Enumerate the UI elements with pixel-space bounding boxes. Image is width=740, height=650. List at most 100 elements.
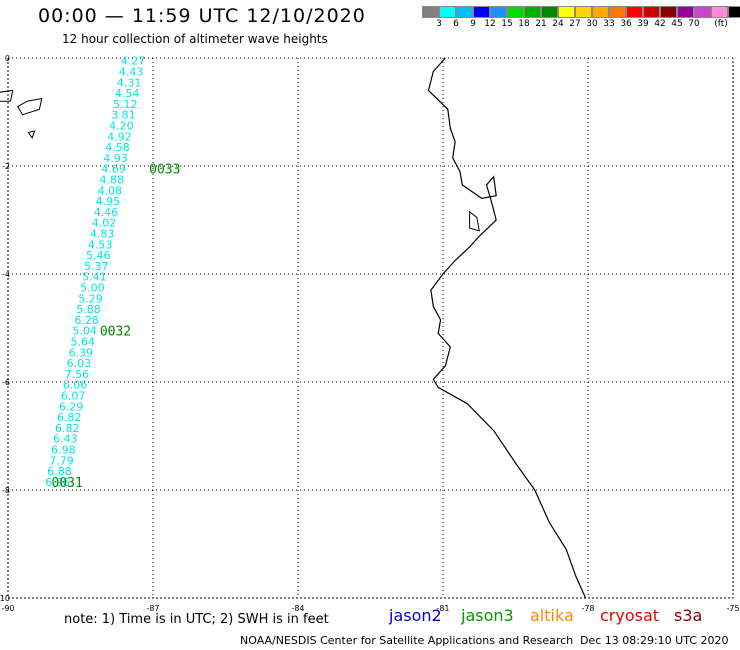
legend-swatch — [507, 6, 524, 18]
wave-height-reading: 4.95 — [96, 195, 121, 208]
latitude-tick-label: 0 — [5, 54, 10, 63]
legend-labels: 3 6 9 12 15 18 21 24 27 30 33 36 39 42 45 70 (ft) — [422, 18, 740, 32]
satellite-name-altika: altika — [530, 606, 574, 625]
wave-height-reading: 4.93 — [103, 152, 128, 165]
wave-height-reading: 4.27 — [121, 55, 146, 68]
legend-swatch — [660, 6, 677, 18]
legend-label: 42 — [654, 19, 666, 29]
map-title: 00:00 — 11:59 UTC 12/10/2020 — [38, 5, 366, 27]
wave-height-reading: 6.82 — [57, 411, 82, 424]
wave-height-reading: 4.08 — [98, 184, 123, 197]
longitude-tick-label: -87 — [146, 604, 159, 613]
island-outline — [469, 210, 480, 232]
legend-swatch — [541, 6, 558, 18]
longitude-tick-label: -78 — [581, 604, 594, 613]
legend-label: 24 — [552, 19, 564, 29]
wave-height-reading: 4.54 — [115, 87, 140, 100]
wave-height-reading: 5.29 — [78, 292, 103, 305]
legend-label: 12 — [484, 19, 496, 29]
legend-swatch — [728, 6, 740, 18]
wave-height-reading: 6.96 — [45, 476, 70, 489]
legend-swatch — [575, 6, 592, 18]
wave-height-reading: 6.88 — [47, 465, 72, 478]
wave-height-reading: 7.56 — [65, 368, 90, 381]
satellite-name-cryosat: cryosat — [600, 606, 660, 625]
satellite-name-jason3: jason3 — [461, 606, 514, 625]
longitude-tick-label: -90 — [1, 604, 14, 613]
coastline-mainland — [427, 57, 587, 599]
latitude-tick-label: -4 — [2, 270, 10, 279]
legend-label: 27 — [569, 19, 581, 29]
legend-swatches — [422, 6, 740, 18]
wave-height-reading: 4.20 — [109, 120, 134, 133]
legend-swatch — [643, 6, 660, 18]
wave-height-reading: 5.41 — [82, 271, 107, 284]
longitude-tick-label: -84 — [291, 604, 304, 613]
latitude-tick-label: -6 — [2, 378, 10, 387]
latitude-tick-label: -10 — [0, 594, 10, 603]
wave-height-reading: 4.46 — [94, 206, 119, 219]
generation-date: Dec 13 08:29:10 UTC 2020 — [580, 634, 729, 647]
altimeter-track: 4.274.434.314.545.123.814.204.924.584.93… — [45, 55, 180, 491]
wave-height-reading: 7.79 — [49, 454, 74, 467]
legend-swatch — [609, 6, 626, 18]
satellite-name-s3a: s3a — [674, 606, 703, 625]
legend-swatch — [711, 6, 728, 18]
coastline — [0, 57, 587, 599]
legend-swatch — [677, 6, 694, 18]
wave-height-reading: 4.69 — [101, 163, 126, 176]
footer-note: note: 1) Time is in UTC; 2) SWH is in fe… — [64, 612, 329, 627]
latitude-tick-label: -2 — [2, 162, 10, 171]
legend-label: 33 — [603, 19, 615, 29]
latitude-tick-label: -8 — [2, 486, 10, 495]
island-outline — [27, 130, 36, 139]
wave-height-reading: 6.43 — [53, 433, 78, 446]
legend-label: 45 — [671, 19, 683, 29]
wave-height-reading: 6.06 — [63, 379, 88, 392]
legend-swatch — [524, 6, 541, 18]
wave-height-reading: 4.43 — [119, 66, 144, 79]
legend-label: 18 — [518, 19, 530, 29]
wave-height-reading: 6.07 — [61, 390, 86, 403]
color-legend: 3 6 9 12 15 18 21 24 27 30 33 36 39 42 45 70 (ft) — [422, 6, 740, 32]
satellite-name-jason2: jason2 — [389, 606, 442, 625]
credit-text: NOAA/NESDIS Center for Satellite Applica… — [240, 634, 574, 647]
legend-label: 3 — [436, 19, 442, 29]
wave-height-reading: 3.81 — [111, 109, 136, 122]
wave-height-reading: 5.46 — [86, 249, 111, 262]
legend-swatch — [456, 6, 473, 18]
legend-label: 39 — [637, 19, 649, 29]
island-outline — [17, 97, 43, 116]
legend-label: 70 — [688, 19, 700, 29]
legend-label: 6 — [453, 19, 459, 29]
island-outline — [0, 89, 14, 102]
legend-swatch — [592, 6, 609, 18]
legend-label: 30 — [586, 19, 598, 29]
wave-height-reading: 5.64 — [71, 336, 96, 349]
wave-height-reading: 4.58 — [105, 141, 130, 154]
time-label: 0033 — [149, 163, 180, 178]
map-subtitle: 12 hour collection of altimeter wave hei… — [62, 32, 328, 46]
wave-height-reading: 4.02 — [92, 217, 117, 230]
wave-height-reading: 5.12 — [113, 98, 138, 111]
wave-height-reading: 5.04 — [72, 325, 97, 338]
wave-height-reading: 6.28 — [74, 314, 99, 327]
legend-label: 15 — [501, 19, 513, 29]
legend-swatch — [558, 6, 575, 18]
legend-label: 9 — [470, 19, 476, 29]
wave-height-reading: 5.37 — [84, 260, 109, 273]
wave-height-reading: 5.00 — [80, 282, 105, 295]
wave-height-reading: 6.39 — [69, 346, 94, 359]
legend-label: 21 — [535, 19, 547, 29]
map-grid — [7, 57, 734, 599]
wave-height-reading: 4.83 — [90, 228, 115, 241]
legend-label: 36 — [620, 19, 632, 29]
wave-height-reading: 4.53 — [88, 238, 113, 251]
legend-swatch — [694, 6, 711, 18]
time-label: 0031 — [52, 476, 83, 491]
wave-height-reading: 6.82 — [55, 422, 80, 435]
wave-height-reading: 4.92 — [107, 130, 132, 143]
legend-swatch — [439, 6, 456, 18]
wave-height-reading: 4.31 — [117, 76, 142, 89]
